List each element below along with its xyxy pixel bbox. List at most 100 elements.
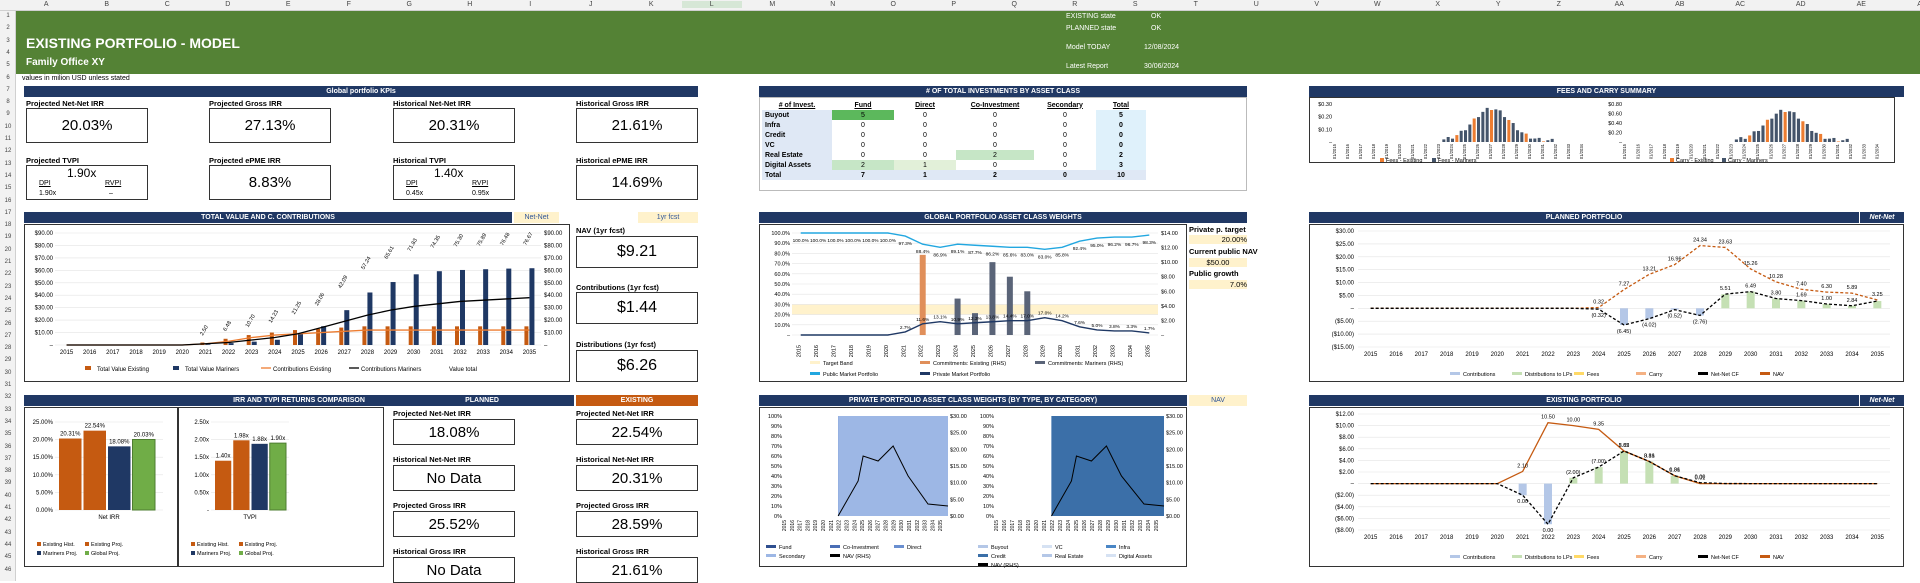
- column-header-AA[interactable]: AA: [1589, 1, 1650, 8]
- hist-gross-irr-value[interactable]: 21.61%: [576, 108, 698, 143]
- investments-cell[interactable]: 1: [894, 170, 956, 180]
- column-header-E[interactable]: E: [258, 1, 319, 8]
- row-header-26[interactable]: 26: [0, 321, 16, 327]
- investments-cell[interactable]: 0: [894, 110, 956, 120]
- row-header-37[interactable]: 37: [0, 456, 16, 462]
- column-header-O[interactable]: O: [863, 1, 924, 8]
- row-header-9[interactable]: 9: [0, 111, 16, 117]
- column-header-M[interactable]: M: [742, 1, 803, 8]
- column-header-AC[interactable]: AC: [1710, 1, 1771, 8]
- investments-cell[interactable]: 0: [956, 110, 1034, 120]
- row-header-25[interactable]: 25: [0, 308, 16, 314]
- column-header-W[interactable]: W: [1347, 1, 1408, 8]
- row-header-4[interactable]: 4: [0, 50, 16, 56]
- investments-cell[interactable]: 0: [832, 130, 894, 140]
- row-header-28[interactable]: 28: [0, 345, 16, 351]
- proj-tvpi-box[interactable]: 1.90x DPI 1.90x RVPI –: [26, 165, 148, 200]
- investments-cell[interactable]: 2: [956, 170, 1034, 180]
- column-header-I[interactable]: I: [500, 1, 561, 8]
- row-header-29[interactable]: 29: [0, 357, 16, 363]
- row-header-23[interactable]: 23: [0, 284, 16, 290]
- column-header-H[interactable]: H: [440, 1, 501, 8]
- column-header-X[interactable]: X: [1408, 1, 1469, 8]
- column-header-D[interactable]: D: [198, 1, 259, 8]
- investments-cell[interactable]: Buyout: [762, 110, 832, 120]
- hist-epme-value[interactable]: 14.69%: [576, 165, 698, 200]
- planned-metric-value[interactable]: 18.08%: [393, 419, 515, 445]
- investments-cell[interactable]: 0: [956, 130, 1034, 140]
- investments-cell[interactable]: 0: [956, 160, 1034, 170]
- investments-cell[interactable]: 7: [832, 170, 894, 180]
- column-header-G[interactable]: G: [379, 1, 440, 8]
- investments-cell[interactable]: 0: [832, 140, 894, 150]
- investments-cell[interactable]: VC: [762, 140, 832, 150]
- investments-cell[interactable]: Total: [762, 170, 832, 180]
- investments-cell[interactable]: 0: [1096, 120, 1146, 130]
- investments-cell[interactable]: Real Estate: [762, 150, 832, 160]
- row-header-12[interactable]: 12: [0, 148, 16, 154]
- public-nav-value[interactable]: $50.00: [1189, 258, 1247, 267]
- column-header-Y[interactable]: Y: [1468, 1, 1529, 8]
- private-target-value[interactable]: 20.00%: [1189, 235, 1247, 244]
- row-header-38[interactable]: 38: [0, 468, 16, 474]
- row-header-46[interactable]: 46: [0, 567, 16, 573]
- row-header-20[interactable]: 20: [0, 247, 16, 253]
- column-header-Q[interactable]: Q: [984, 1, 1045, 8]
- column-header-AE[interactable]: AE: [1831, 1, 1892, 8]
- column-header-P[interactable]: P: [924, 1, 985, 8]
- column-header-B[interactable]: B: [77, 1, 138, 8]
- column-header-AD[interactable]: AD: [1771, 1, 1832, 8]
- investments-cell[interactable]: Digital Assets: [762, 160, 832, 170]
- investments-cell[interactable]: 5: [832, 110, 894, 120]
- row-header-5[interactable]: 5: [0, 62, 16, 68]
- column-header-T[interactable]: T: [1166, 1, 1227, 8]
- investments-cell[interactable]: 2: [832, 160, 894, 170]
- investments-cell[interactable]: 0: [1034, 110, 1096, 120]
- public-growth-value[interactable]: 7.0%: [1189, 280, 1247, 289]
- investments-cell[interactable]: 0: [1096, 140, 1146, 150]
- row-header-10[interactable]: 10: [0, 124, 16, 130]
- row-header-14[interactable]: 14: [0, 173, 16, 179]
- existing-metric-value[interactable]: 20.31%: [576, 465, 698, 491]
- proj-gross-irr-value[interactable]: 27.13%: [209, 108, 331, 143]
- distrib-fcst-value[interactable]: $6.26: [576, 350, 698, 382]
- row-header-21[interactable]: 21: [0, 259, 16, 265]
- investments-cell[interactable]: 0: [1096, 130, 1146, 140]
- row-header-44[interactable]: 44: [0, 542, 16, 548]
- investments-cell[interactable]: 5: [1096, 110, 1146, 120]
- row-header-11[interactable]: 11: [0, 136, 16, 142]
- investments-cell[interactable]: 0: [894, 120, 956, 130]
- investments-cell[interactable]: 1: [894, 160, 956, 170]
- investments-cell[interactable]: 0: [1034, 130, 1096, 140]
- investments-cell[interactable]: 0: [1034, 150, 1096, 160]
- existing-metric-value[interactable]: 22.54%: [576, 419, 698, 445]
- column-header-AB[interactable]: AB: [1650, 1, 1711, 8]
- investments-cell[interactable]: 0: [1034, 140, 1096, 150]
- investments-cell[interactable]: 2: [1096, 150, 1146, 160]
- row-header-30[interactable]: 30: [0, 370, 16, 376]
- column-header-S[interactable]: S: [1105, 1, 1166, 8]
- row-header-39[interactable]: 39: [0, 480, 16, 486]
- investments-cell[interactable]: 0: [1034, 120, 1096, 130]
- row-header-7[interactable]: 7: [0, 87, 16, 93]
- row-header-34[interactable]: 34: [0, 419, 16, 425]
- row-header-15[interactable]: 15: [0, 185, 16, 191]
- planned-metric-value[interactable]: 25.52%: [393, 511, 515, 537]
- row-header-32[interactable]: 32: [0, 394, 16, 400]
- row-header-1[interactable]: 1: [0, 13, 16, 19]
- investments-cell[interactable]: 2: [956, 150, 1034, 160]
- column-header-L[interactable]: L: [682, 1, 743, 8]
- row-header-42[interactable]: 42: [0, 517, 16, 523]
- investments-cell[interactable]: 3: [1096, 160, 1146, 170]
- proj-netnet-irr-value[interactable]: 20.03%: [26, 108, 148, 143]
- existing-metric-value[interactable]: 28.59%: [576, 511, 698, 537]
- column-header-V[interactable]: V: [1287, 1, 1348, 8]
- row-header-33[interactable]: 33: [0, 407, 16, 413]
- investments-cell[interactable]: 0: [894, 130, 956, 140]
- planned-metric-value[interactable]: No Data: [393, 465, 515, 491]
- hist-tvpi-box[interactable]: 1.40x DPI 0.45x RVPI 0.95x: [393, 165, 515, 200]
- row-header-36[interactable]: 36: [0, 444, 16, 450]
- row-header-6[interactable]: 6: [0, 75, 16, 81]
- row-header-2[interactable]: 2: [0, 25, 16, 31]
- column-header-N[interactable]: N: [803, 1, 864, 8]
